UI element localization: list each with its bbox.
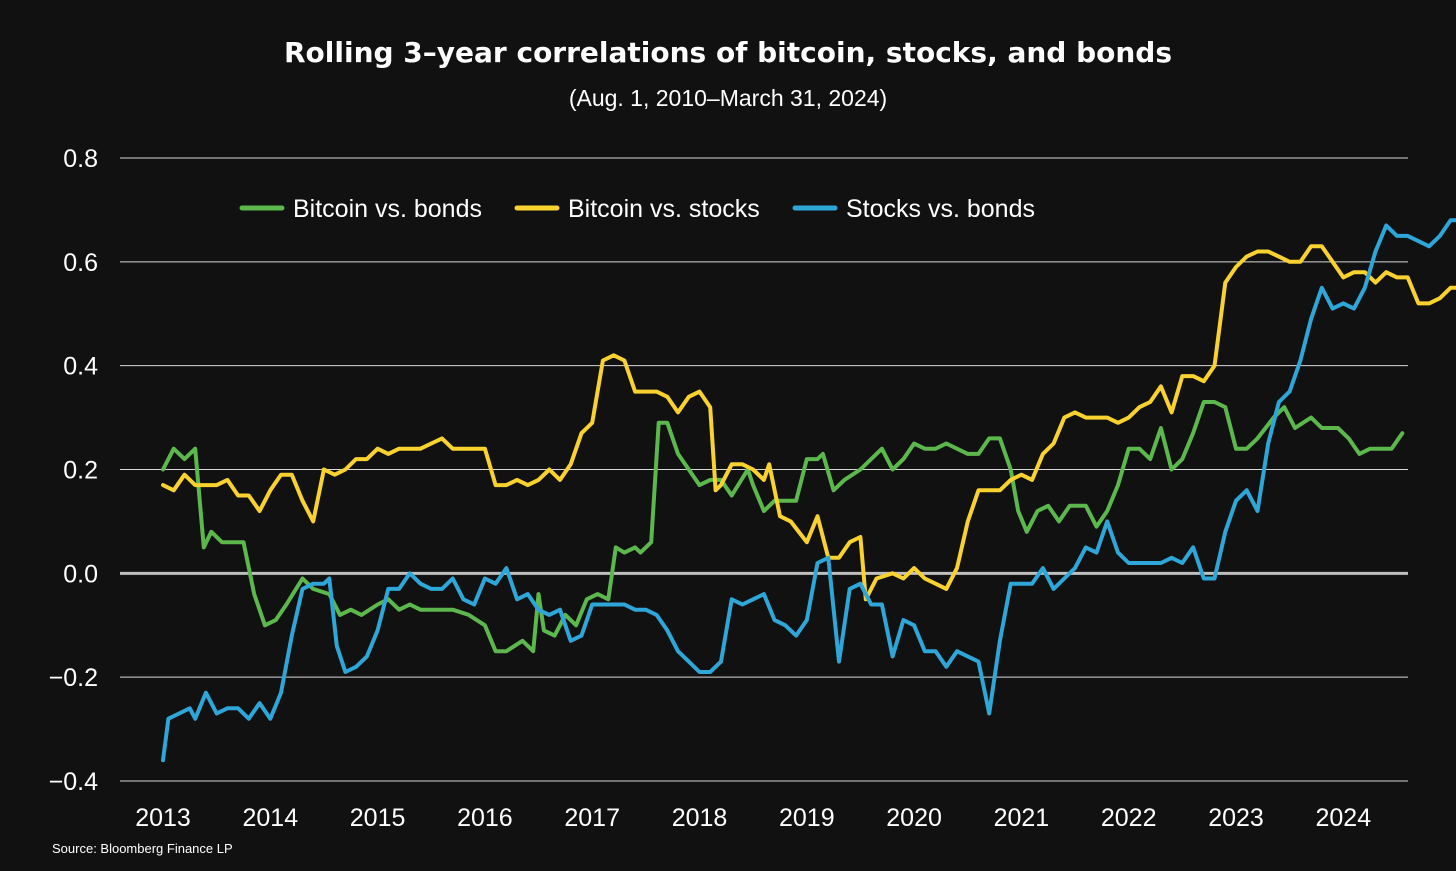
- x-tick-label: 2018: [672, 804, 728, 832]
- x-axis-tick-labels: 2013 2014 2015 2016 2017 2018 2019 2020 2021 2022…: [135, 804, 1371, 832]
- y-tick-label: 0.0: [63, 560, 98, 588]
- series-line-stocks-vs-bonds: [161, 218, 1456, 763]
- chart-title: Rolling 3–year correlations of bitcoin, …: [284, 36, 1172, 69]
- y-tick-label: 0.2: [63, 457, 98, 485]
- y-tick-label: 0.8: [63, 145, 98, 173]
- x-tick-label: 2015: [350, 804, 406, 832]
- source-note: Source: Bloomberg Finance LP: [52, 841, 233, 856]
- x-tick-label: 2020: [886, 804, 942, 832]
- legend-label-bitcoin-vs-stocks: Bitcoin vs. stocks: [568, 195, 760, 223]
- x-tick-label: 2024: [1315, 804, 1371, 832]
- y-tick-label: −0.2: [49, 664, 98, 692]
- chart-subtitle: (Aug. 1, 2010–March 31, 2024): [569, 85, 887, 111]
- series-lines: [161, 218, 1456, 763]
- legend: Bitcoin vs. bonds Bitcoin vs. stocks Stock…: [239, 195, 1035, 223]
- x-tick-label: 2021: [994, 804, 1050, 832]
- y-tick-label: 0.6: [63, 249, 98, 277]
- y-tick-label: 0.4: [63, 353, 98, 381]
- y-tick-label: −0.4: [49, 768, 98, 796]
- x-tick-label: 2023: [1208, 804, 1264, 832]
- gridlines: [120, 157, 1408, 782]
- x-tick-label: 2017: [564, 804, 620, 832]
- x-tick-label: 2014: [242, 804, 298, 832]
- legend-label-stocks-vs-bonds: Stocks vs. bonds: [846, 195, 1035, 223]
- series-line-bitcoin-vs-bonds: [161, 400, 1405, 654]
- x-tick-label: 2016: [457, 804, 513, 832]
- y-axis-tick-labels: −0.4 −0.2 0.0 0.2 0.4 0.6 0.8: [49, 145, 98, 796]
- x-tick-label: 2019: [779, 804, 835, 832]
- series-line-bitcoin-vs-stocks: [161, 244, 1456, 602]
- x-tick-label: 2022: [1101, 804, 1157, 832]
- legend-label-bitcoin-vs-bonds: Bitcoin vs. bonds: [293, 195, 482, 223]
- x-tick-label: 2013: [135, 804, 191, 832]
